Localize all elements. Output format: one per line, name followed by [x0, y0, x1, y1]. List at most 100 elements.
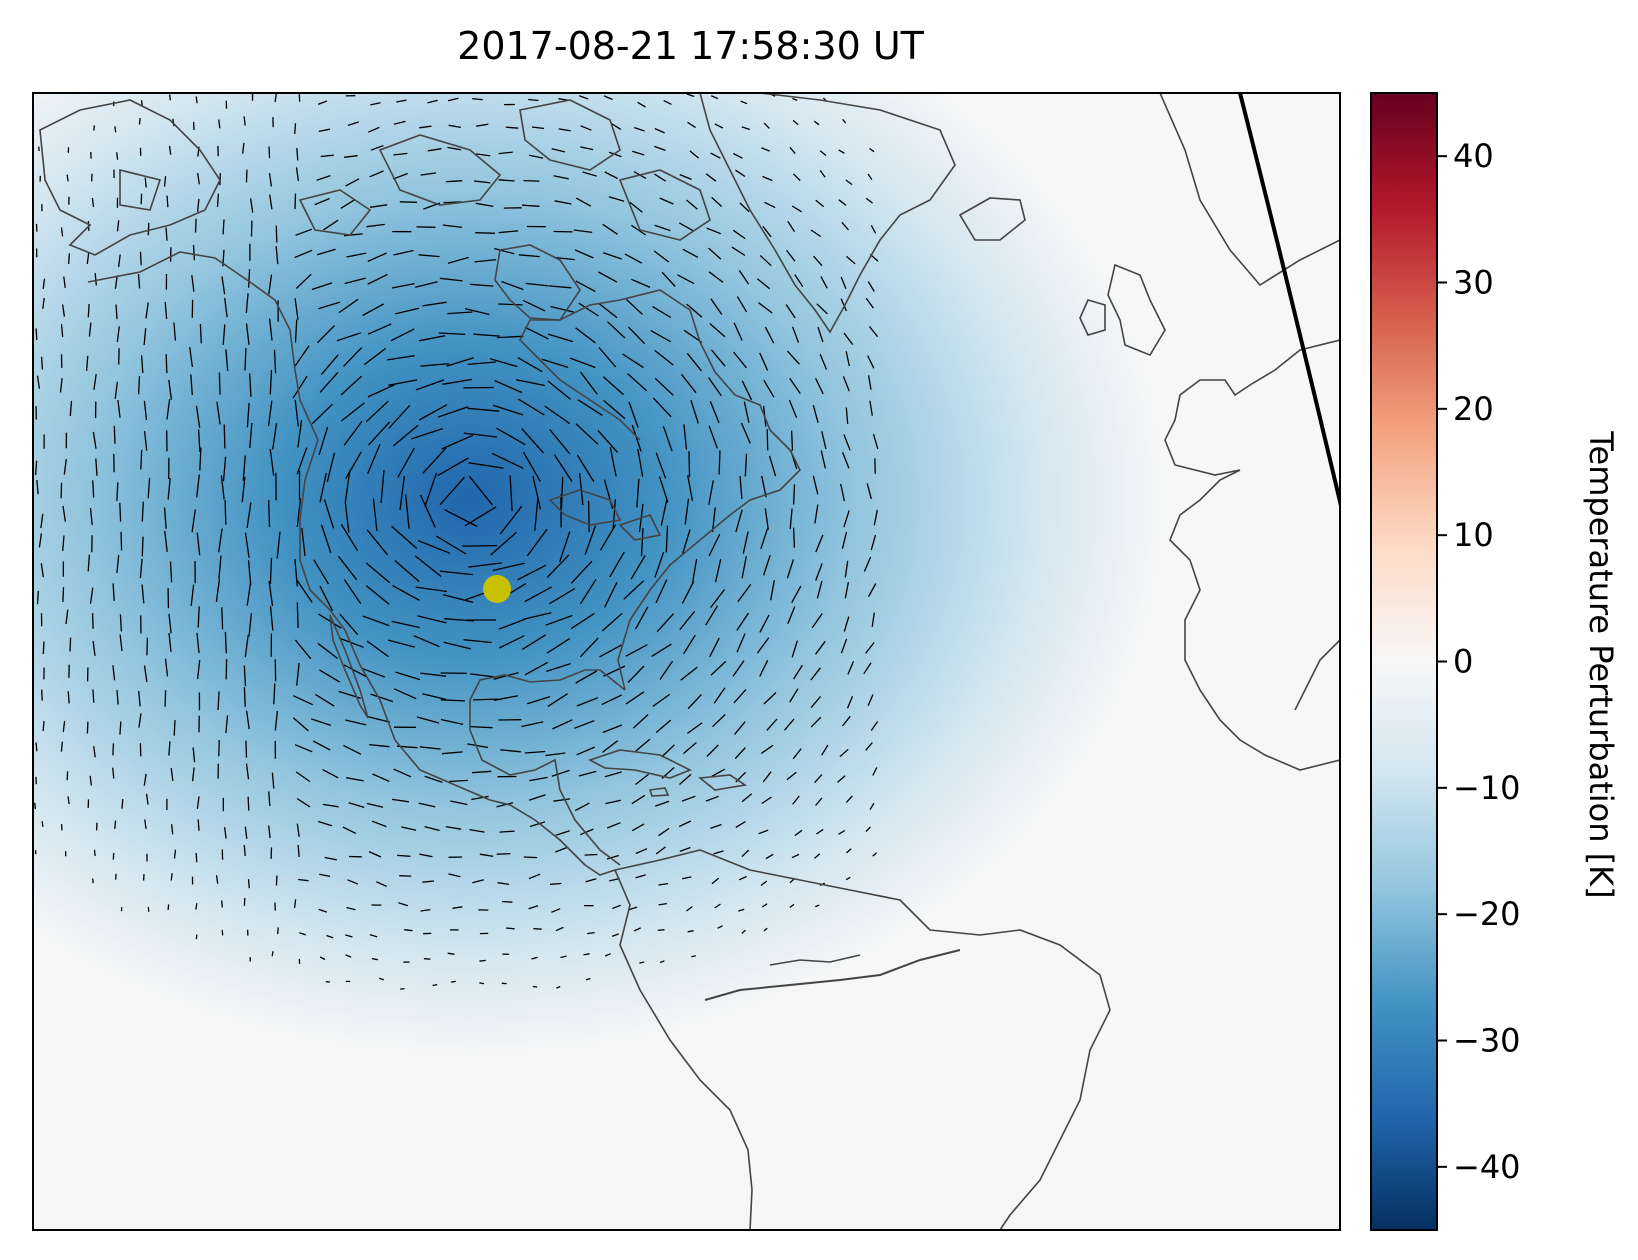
wind-vector: [533, 927, 542, 930]
wind-vector: [34, 460, 38, 475]
wind-vector: [576, 454, 595, 482]
wind-vector: [628, 906, 638, 911]
wind-vector: [170, 824, 174, 835]
wind-vector: [659, 197, 674, 205]
wind-vector: [517, 398, 545, 416]
wind-vector: [656, 613, 674, 633]
map-plot-area: [33, 93, 1340, 1230]
wind-vector: [138, 713, 142, 728]
wind-vector: [604, 582, 618, 608]
wind-vector: [579, 371, 598, 395]
wind-vector: [497, 882, 510, 886]
wind-vector: [789, 508, 793, 529]
wind-vector: [515, 379, 545, 387]
wind-vector: [710, 152, 721, 159]
wind-vector: [345, 451, 362, 480]
wind-vector: [718, 450, 721, 475]
wind-vector: [785, 304, 796, 319]
wind-vector: [684, 498, 690, 525]
wind-vector: [498, 151, 513, 155]
wind-vector: [311, 282, 333, 291]
wind-vector: [320, 154, 334, 158]
wind-vector: [344, 501, 350, 533]
wind-vector: [631, 224, 647, 236]
wind-vector: [651, 643, 672, 657]
wind-vector: [215, 579, 221, 602]
wind-vector: [843, 616, 850, 632]
coastline-europe-africa: [1164, 339, 1340, 771]
wind-vector: [546, 638, 571, 654]
wind-vector: [112, 767, 115, 779]
wind-vector: [623, 580, 645, 600]
wind-vector: [815, 563, 823, 581]
wind-vector: [791, 640, 799, 658]
wind-vector: [583, 953, 590, 956]
wind-vector: [367, 323, 392, 335]
wind-vector: [820, 276, 828, 289]
wind-vector: [317, 100, 328, 106]
wind-vector: [522, 451, 541, 482]
wind-vector: [116, 554, 120, 574]
wind-vector: [759, 659, 769, 677]
wind-vector: [401, 826, 417, 831]
wind-vector: [468, 562, 502, 568]
wind-vector: [418, 254, 440, 258]
wind-vector: [587, 931, 595, 935]
eclipse-location-marker: [483, 575, 511, 603]
wind-vector: [442, 593, 474, 604]
wind-vector: [470, 673, 497, 678]
wind-vector: [872, 852, 878, 857]
wind-vector: [318, 820, 333, 827]
wind-vector: [821, 431, 827, 450]
wind-vector: [872, 434, 879, 450]
wind-vector: [587, 500, 590, 533]
wind-vector: [629, 201, 643, 213]
wind-vector: [363, 347, 387, 366]
wind-vector: [762, 175, 773, 182]
wind-vector: [709, 637, 720, 658]
wind-vector: [655, 452, 667, 479]
wind-vector: [222, 219, 225, 235]
wind-vector: [223, 827, 227, 839]
wind-vector: [521, 204, 540, 207]
wind-vector: [681, 581, 695, 604]
wind-vector: [89, 507, 93, 526]
wind-vector: [173, 720, 176, 736]
wind-vector: [380, 469, 385, 504]
wind-vector: [195, 96, 198, 104]
wind-vector: [522, 299, 546, 312]
wind-vector: [523, 856, 538, 859]
wind-vector: [711, 768, 726, 777]
wind-vector: [470, 725, 493, 729]
wind-vector: [659, 660, 674, 680]
wind-vector: [319, 956, 326, 961]
wind-vector: [272, 423, 278, 450]
wind-vector: [405, 494, 410, 529]
wind-vector: [579, 828, 594, 836]
wind-vector: [89, 775, 92, 786]
wind-vector: [660, 498, 668, 526]
wind-vector: [710, 95, 719, 100]
wind-vector: [246, 402, 250, 428]
wind-vector: [292, 375, 308, 399]
wind-vector: [422, 447, 447, 474]
wind-vector: [528, 154, 544, 159]
wind-vector: [393, 768, 412, 778]
wind-vector: [794, 829, 803, 837]
colorbar-tick-label: 10: [1453, 516, 1494, 554]
wind-vector: [324, 856, 337, 861]
wind-vector: [815, 199, 825, 208]
wind-vector: [816, 303, 828, 315]
wind-vector: [420, 363, 449, 367]
wind-vector: [370, 204, 388, 208]
wind-vector: [551, 769, 570, 777]
wind-vector: [68, 253, 70, 264]
wind-vector: [397, 854, 411, 857]
wind-vector: [732, 229, 746, 240]
wind-vector: [292, 717, 309, 732]
wind-vector: [658, 476, 669, 503]
wind-vector: [91, 197, 95, 207]
wind-vector: [553, 454, 573, 482]
map-frame: [32, 92, 1341, 1231]
